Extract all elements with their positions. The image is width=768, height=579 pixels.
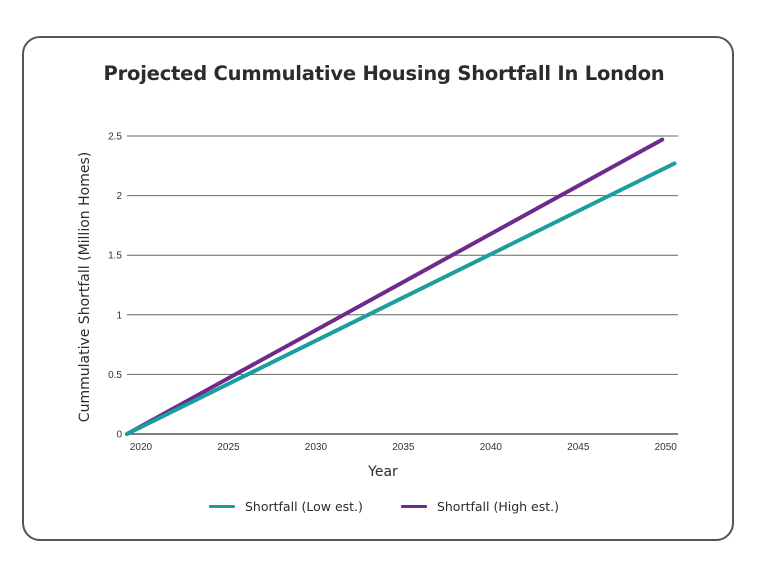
x-tick-label: 2035 [392,442,415,453]
gridlines [127,135,678,435]
x-tick-label: 2045 [567,442,590,453]
x-tick-labels: 2020 2025 2030 2035 2040 2045 2050 [130,442,677,453]
legend-label-high: Shortfall (High est.) [436,499,559,514]
legend: Shortfall (Low est.) Shortfall (High est… [0,499,768,514]
y-tick-labels: 0 0.5 1 1.5 2 2.5 [108,132,122,441]
x-tick-label: 2050 [655,442,678,453]
y-tick-label: 1 [116,310,122,321]
y-axis-label: Cummulative Shortfall (Million Homes) [77,152,93,422]
x-tick-label: 2030 [305,442,328,453]
chart-title: Projected Cummulative Housing Shortfall … [103,62,665,85]
series-line-low [125,161,677,436]
x-tick-label: 2040 [480,442,503,453]
legend-item-low[interactable]: Shortfall (Low est.) [208,499,363,514]
y-tick-label: 0.5 [108,370,122,381]
series-lines [125,137,677,436]
y-tick-label: 2 [116,191,122,202]
legend-swatch-low [208,505,235,508]
series-line-high [125,137,665,436]
chart-card [22,36,734,541]
y-tick-label: 1.5 [108,251,122,262]
legend-item-high[interactable]: Shortfall (High est.) [400,499,559,514]
x-tick-label: 2025 [217,442,240,453]
y-tick-label: 0 [116,430,122,441]
legend-label-low: Shortfall (Low est.) [244,499,363,514]
x-axis-label: Year [367,464,398,480]
y-tick-label: 2.5 [108,132,122,143]
legend-swatch-high [400,505,427,508]
x-tick-label: 2020 [130,442,153,453]
